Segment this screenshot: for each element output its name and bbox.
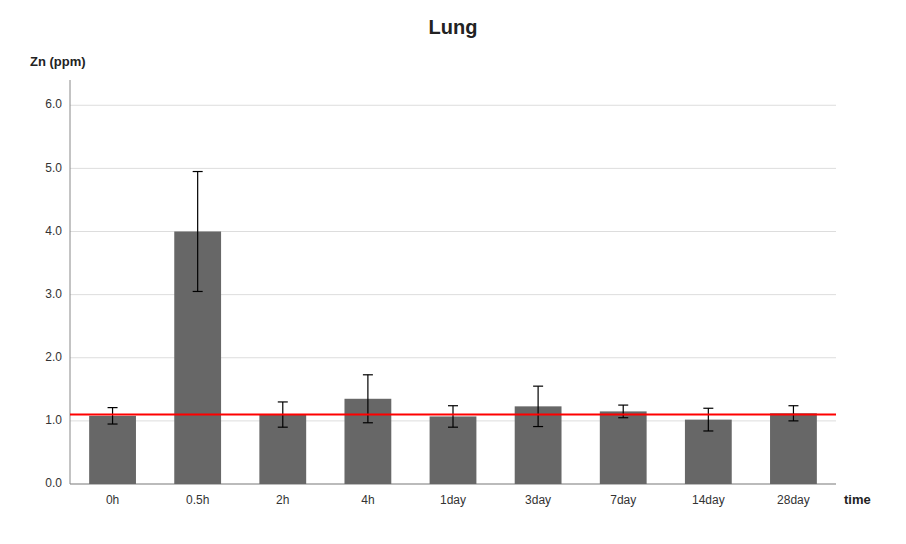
x-tick-label: 3day — [525, 493, 551, 507]
y-tick-label: 6.0 — [45, 97, 62, 111]
title: Lung — [429, 16, 478, 38]
x-tick-label: 7day — [610, 493, 636, 507]
plot-area — [70, 172, 836, 484]
x-axis-label: time — [844, 492, 871, 507]
bar — [770, 413, 817, 484]
y-tick-label: 3.0 — [45, 287, 62, 301]
x-tick-label: 2h — [276, 493, 289, 507]
axes: 0.0 1.0 2.0 3.0 4.0 5.0 6.0 0h 0.5h 2h 4h 1day 3day 7… — [45, 80, 836, 507]
y-tick-label: 1.0 — [45, 413, 62, 427]
x-tick-label: 0h — [106, 493, 119, 507]
y-axis-label: Zn (ppm) — [30, 54, 86, 69]
error-bar — [703, 408, 713, 431]
error-bar — [788, 406, 798, 421]
grid — [70, 105, 836, 484]
error-bar — [618, 405, 628, 418]
x-tick-label: 0.5h — [186, 493, 209, 507]
x-tick-label: 4h — [361, 493, 374, 507]
error-bar — [193, 172, 203, 292]
grid-line — [70, 168, 836, 169]
error-bar — [363, 375, 373, 423]
error-bar — [448, 406, 458, 427]
x-tick-label: 14day — [692, 493, 725, 507]
error-bar — [108, 408, 118, 424]
bar — [600, 411, 647, 484]
bar — [430, 416, 477, 484]
chart-svg: 0.0 1.0 2.0 3.0 4.0 5.0 6.0 0h 0.5h 2h 4h 1day 3day 7… — [0, 0, 906, 544]
y-tick-label: 5.0 — [45, 161, 62, 175]
y-tick-label: 2.0 — [45, 350, 62, 364]
x-tick-label: 1day — [440, 493, 466, 507]
error-bar — [533, 386, 543, 426]
y-tick-label: 4.0 — [45, 224, 62, 238]
bar — [89, 416, 136, 484]
reference-line — [70, 414, 836, 416]
y-tick-label: 0.0 — [45, 476, 62, 490]
y-axis-line — [70, 80, 71, 484]
chart-container: 0.0 1.0 2.0 3.0 4.0 5.0 6.0 0h 0.5h 2h 4h 1day 3day 7… — [0, 0, 906, 544]
grid-line — [70, 105, 836, 106]
x-tick-label: 28day — [777, 493, 810, 507]
